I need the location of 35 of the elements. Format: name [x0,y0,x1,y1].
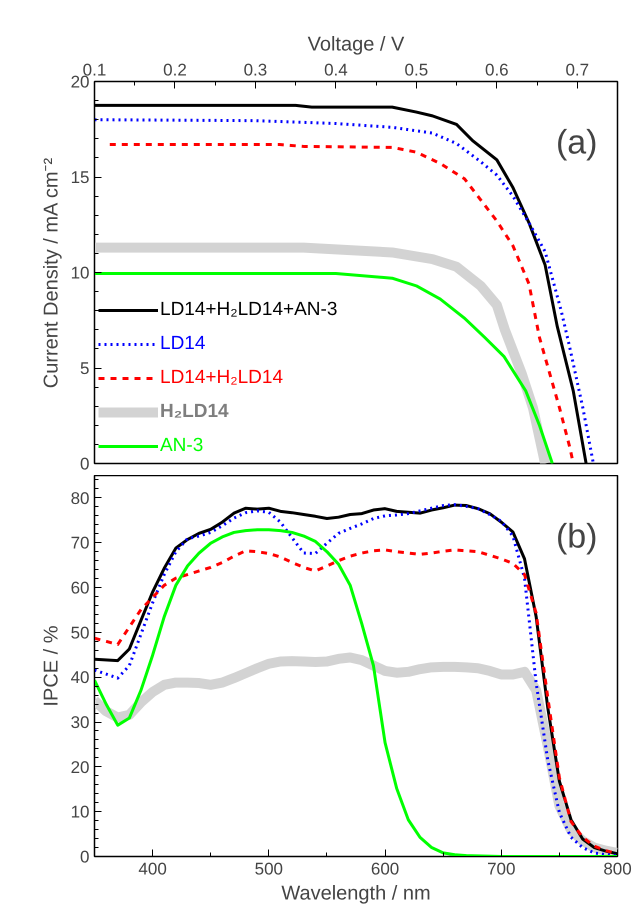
x-tick-label: 0.7 [565,60,590,80]
y-tick-label: 60 [70,578,90,598]
x-axis-title: Wavelength / nm [281,882,431,904]
y-axis-title: Current Density / mA cm⁻² [40,158,63,388]
x-tick-label: 0.3 [244,60,268,80]
y-tick-label: 10 [70,802,90,822]
x-tick-label: 600 [370,860,400,878]
legend-label: AN-3 [160,435,204,457]
y-tick-label: 30 [70,713,90,732]
y-tick-label: 20 [70,758,90,777]
y-tick-label: 10 [70,264,90,282]
x-tick-label: 800 [603,860,632,878]
legend-label: LD14 [160,333,206,355]
y-tick-label: 15 [70,168,90,187]
legend-label: H₂LD14 [160,401,229,423]
annotation: (a) [556,124,598,162]
x-tick-label: 400 [138,860,167,878]
legend-label: LD14+H₂LD14 [160,367,284,389]
legend-label: LD14+H₂LD14+AN-3 [160,299,338,321]
y-tick-label: 50 [70,623,90,642]
x-tick-label: 0.2 [163,60,187,80]
x-tick-label: 0.6 [484,60,509,80]
y-axis-title: IPCE / % [40,625,63,707]
y-tick-label: 0 [80,454,90,474]
y-tick-label: 0 [80,848,90,866]
x-tick-label: 0.5 [404,60,428,80]
x-tick-label: 500 [254,860,284,878]
annotation: (b) [556,518,598,556]
y-tick-label: 40 [70,668,90,688]
x-tick-label: 0.4 [324,60,348,80]
y-tick-label: 80 [70,488,90,508]
y-tick-label: 70 [70,534,90,553]
x-tick-label: 700 [487,860,516,878]
y-tick-label: 5 [80,359,90,378]
x-axis-title: Voltage / V [308,34,406,56]
